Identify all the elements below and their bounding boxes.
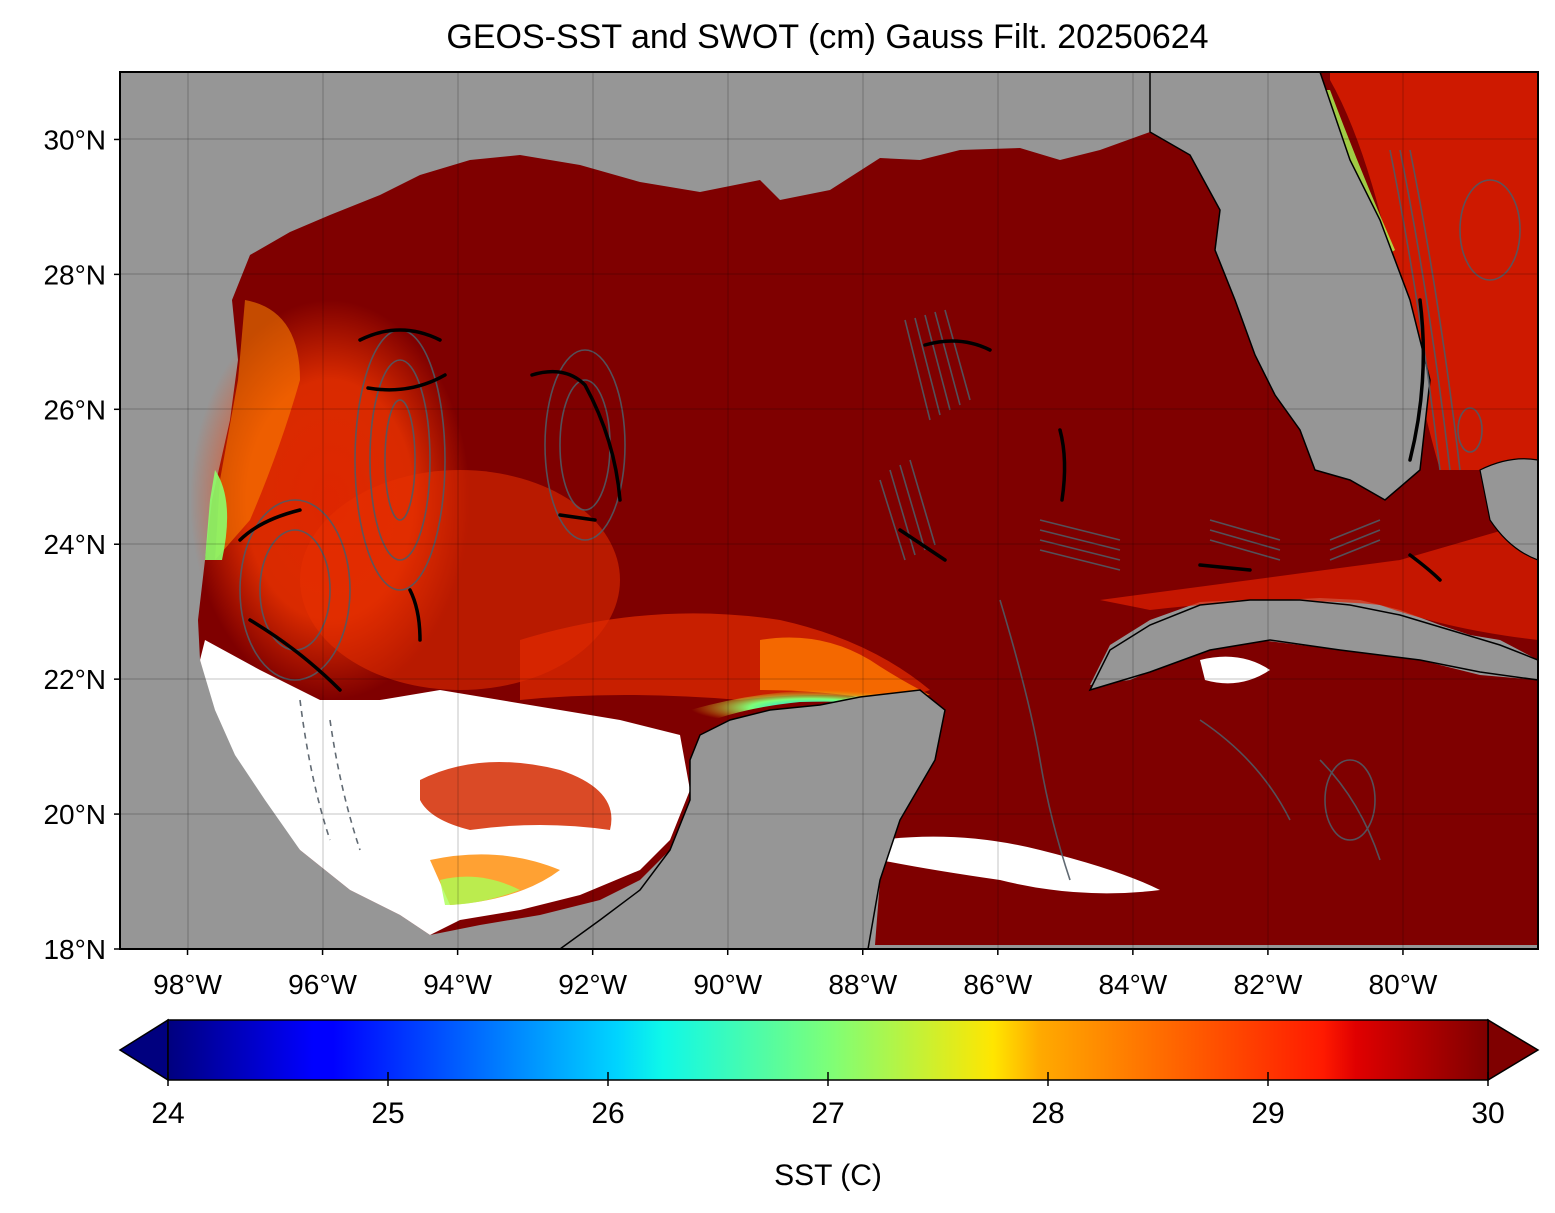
warm-patch-1 — [420, 762, 612, 830]
yucatan-landmass — [558, 689, 946, 949]
colorbar-min-extend — [118, 1018, 169, 1082]
lat-tick-label: 24°N — [43, 529, 106, 560]
colorbar-tick-label: 24 — [151, 1097, 184, 1130]
colorbar-tick-label: 29 — [1251, 1097, 1284, 1130]
colorbar: 24 25 26 27 28 29 30 SST (C) — [118, 1018, 1540, 1192]
texas-shelf-warm — [215, 300, 300, 560]
lon-tick-label: 96°W — [288, 969, 357, 1000]
ssh-zero-contours — [238, 298, 1442, 692]
map-title: GEOS-SST and SWOT (cm) Gauss Filt. 20250… — [446, 18, 1209, 56]
lat-tick-label: 20°N — [43, 799, 106, 830]
graticule — [120, 72, 1538, 949]
mexico-coast-cool — [205, 470, 228, 560]
lon-tick-label: 94°W — [423, 969, 492, 1000]
lat-tick-label: 28°N — [43, 259, 106, 290]
cool-patch — [440, 876, 520, 905]
lon-tick-label: 90°W — [693, 969, 762, 1000]
colorbar-label: SST (C) — [774, 1159, 882, 1192]
map-frame — [119, 71, 1539, 950]
colorbar-tick-label: 27 — [811, 1097, 844, 1130]
lat-tick-label: 26°N — [43, 394, 106, 425]
florida-landmass — [1149, 72, 1431, 501]
cloud-mask-small — [1200, 656, 1270, 684]
colorbar-max-extend — [1487, 1018, 1540, 1082]
lat-tick-label: 22°N — [43, 664, 106, 695]
lon-tick-label: 98°W — [153, 969, 222, 1000]
lon-tick-label: 84°W — [1098, 969, 1167, 1000]
colorbar-ticks: 24 25 26 27 28 29 30 — [151, 1072, 1505, 1130]
colorbar-tick-label: 26 — [591, 1097, 624, 1130]
colorbar-tick-label: 25 — [371, 1097, 404, 1130]
colorbar-tick-label: 30 — [1471, 1097, 1504, 1130]
lon-tick-label: 92°W — [558, 969, 627, 1000]
colorbar-tick-label: 28 — [1031, 1097, 1064, 1130]
florida-straits-warm — [1100, 520, 1538, 640]
lon-tick-label: 80°W — [1369, 969, 1438, 1000]
cuba-landmass — [1088, 599, 1538, 692]
lat-tick-label: 30°N — [43, 124, 106, 155]
lon-tick-label: 88°W — [828, 969, 897, 1000]
lat-tick-label: 18°N — [43, 934, 106, 965]
gulf-stream-warm — [1330, 72, 1538, 470]
cloud-mask-caribbean — [880, 836, 1160, 894]
lon-tick-label: 86°W — [963, 969, 1032, 1000]
orange-shelf-band — [760, 637, 930, 700]
longitude-tick-labels: 98°W 96°W 94°W 92°W 90°W 88°W 86°W 84°W 82°W 80°W — [153, 949, 1438, 1000]
latitude-tick-labels: 30°N 28°N 26°N 24°N 22°N 20°N 18°N — [43, 124, 120, 965]
colorbar-gradient — [167, 1019, 1489, 1081]
map-plot-area — [120, 72, 1538, 949]
lon-tick-label: 82°W — [1234, 969, 1303, 1000]
